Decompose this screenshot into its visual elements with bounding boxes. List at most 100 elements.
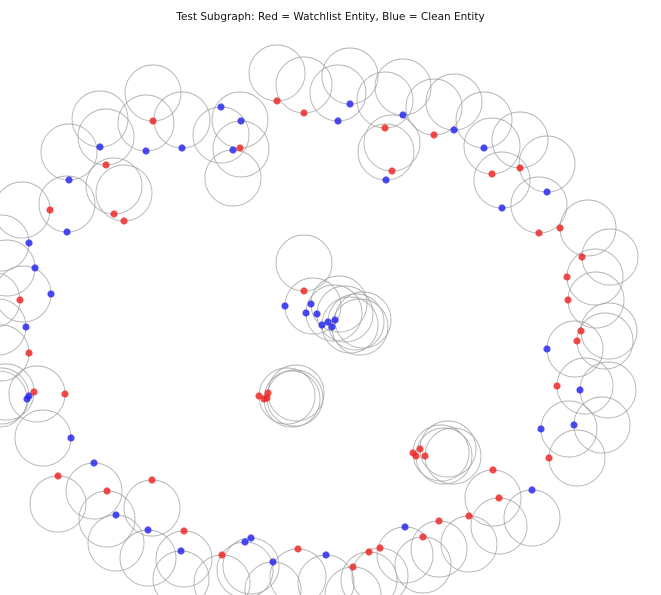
clean-entity-node [63,228,71,236]
clean-entity-node [318,321,326,329]
watchlist-entity-node [102,161,110,169]
self-loop-edge [0,324,30,382]
self-loop-edge [0,265,52,323]
clean-entity-node [331,316,339,324]
clean-entity-node [570,421,578,429]
clean-entity-node [144,526,152,534]
clean-entity-node [528,486,536,494]
graph-nodes [16,97,586,571]
self-loop-edge [267,364,325,422]
clean-entity-node [382,176,390,184]
self-loop-edge [363,114,421,172]
self-loop-edge [566,248,624,306]
watchlist-entity-node [300,287,308,295]
self-loop-edge [222,537,280,595]
clean-entity-node [498,204,506,212]
self-loop-edge [546,320,604,378]
watchlist-entity-node [388,167,396,175]
watchlist-entity-node [273,97,281,105]
clean-entity-node [31,264,39,272]
clean-entity-node [450,126,458,134]
clean-entity-node [142,147,150,155]
self-loop-edge [40,123,98,181]
self-loop-edges [0,44,639,595]
clean-entity-node [537,425,545,433]
self-loop-edge [518,135,576,193]
self-loop-edge [77,108,135,166]
self-loop-edge [440,515,498,573]
watchlist-entity-node [16,296,24,304]
clean-entity-node [480,144,488,152]
watchlist-entity-node [46,206,54,214]
clean-entity-node [328,323,336,331]
watchlist-entity-node [120,217,128,225]
clean-entity-node [112,511,120,519]
clean-entity-node [281,302,289,310]
self-loop-edge [559,199,617,257]
self-loop-edge [87,514,145,572]
clean-entity-node [47,290,55,298]
watchlist-entity-node [535,229,543,237]
watchlist-entity-node [54,472,62,480]
watchlist-entity-node [61,390,69,398]
clean-entity-node [401,523,409,531]
watchlist-entity-node [381,124,389,132]
watchlist-entity-node [419,533,427,541]
clean-entity-node [22,323,30,331]
clean-entity-node [247,534,255,542]
clean-entity-node [178,144,186,152]
clean-entity-node [96,143,104,151]
clean-entity-node [237,117,245,125]
watchlist-entity-node [577,327,585,335]
watchlist-entity-node [218,551,226,559]
self-loop-edge [0,298,27,356]
self-loop-edge [152,550,210,595]
self-loop-edge [153,91,211,149]
self-loop-edge [463,117,521,175]
clean-entity-node [269,558,277,566]
self-loop-edge [424,427,482,485]
self-loop-edge [425,73,483,131]
clean-entity-node [313,310,321,318]
self-loop-edge [124,64,182,122]
watchlist-entity-node [148,476,156,484]
clean-entity-node [302,309,310,317]
self-loop-edge [275,234,333,292]
self-loop-edge [38,175,96,233]
self-loop-edge [340,551,398,595]
watchlist-entity-node [465,512,473,520]
watchlist-entity-node [263,394,271,402]
clean-entity-node [543,188,551,196]
clean-entity-node [576,386,584,394]
watchlist-entity-node [563,273,571,281]
self-loop-edge [394,536,452,594]
self-loop-edge [470,497,528,555]
watchlist-entity-node [110,210,118,218]
self-loop-edge [119,529,177,587]
self-loop-edge [0,367,30,425]
watchlist-entity-node [488,170,496,178]
watchlist-entity-node [573,337,581,345]
self-loop-edge [0,214,30,272]
self-loop-edge [263,370,321,428]
self-loop-edge [65,462,123,520]
self-loop-edge [155,530,213,588]
clean-entity-node [334,117,342,125]
watchlist-entity-node [489,466,497,474]
self-loop-edge [192,106,250,164]
clean-entity-node [346,100,354,108]
watchlist-entity-node [376,544,384,552]
watchlist-entity-node [421,452,429,460]
self-loop-edge [491,111,549,169]
watchlist-entity-node [416,445,424,453]
watchlist-entity-node [294,545,302,553]
watchlist-entity-node [300,109,308,117]
self-loop-edge [8,365,66,423]
self-loop-edge [567,271,625,329]
clean-entity-node [65,176,73,184]
clean-entity-node [23,395,31,403]
watchlist-entity-node [149,117,157,125]
watchlist-entity-node [578,253,586,261]
